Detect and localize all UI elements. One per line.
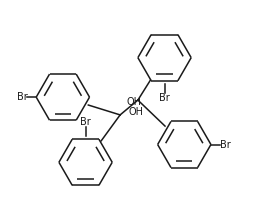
Text: Br: Br: [159, 93, 170, 103]
Text: Br: Br: [220, 140, 231, 149]
Text: Br: Br: [80, 117, 91, 127]
Text: Br: Br: [17, 92, 27, 102]
Text: OH: OH: [126, 97, 141, 107]
Text: OH: OH: [128, 107, 143, 117]
